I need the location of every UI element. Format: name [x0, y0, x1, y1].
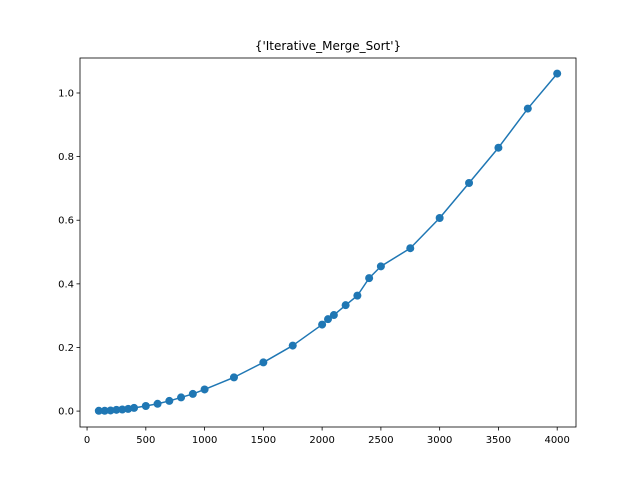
data-point — [153, 399, 162, 408]
axes-frame — [79, 57, 577, 428]
y-tick-label: 0.8 — [58, 152, 74, 163]
data-point — [365, 274, 374, 283]
x-tick-label: 4000 — [544, 435, 569, 446]
data-point — [376, 262, 385, 271]
data-point — [353, 291, 362, 300]
data-point — [141, 402, 150, 411]
data-point — [259, 358, 268, 367]
chart-title: {'Iterative_Merge_Sort'} — [255, 39, 401, 53]
data-point — [118, 405, 127, 414]
y-tick-label: 0.4 — [58, 279, 74, 290]
y-tick-label: 0.2 — [58, 343, 74, 354]
x-tick-label: 1500 — [251, 435, 276, 446]
data-point — [318, 320, 327, 329]
data-point — [494, 143, 503, 152]
plot-area: 0 500 1000 1500 2000 2500 3000 3500 4000 0.0 0.2 0.… — [58, 69, 570, 446]
x-tick-label: 2000 — [309, 435, 334, 446]
x-tick-label: 1000 — [192, 435, 217, 446]
data-point — [229, 373, 238, 382]
x-tick-label: 500 — [136, 435, 155, 446]
data-point — [200, 385, 209, 394]
x-tick-label: 2500 — [368, 435, 393, 446]
data-point — [177, 393, 186, 402]
data-point — [100, 406, 109, 415]
data-point — [465, 179, 474, 188]
data-point — [406, 244, 415, 253]
data-point — [341, 301, 350, 310]
data-point — [112, 405, 121, 414]
data-point — [106, 406, 115, 415]
data-point — [324, 315, 332, 324]
y-tick-label: 0.0 — [58, 407, 74, 418]
data-point — [329, 311, 338, 320]
data-point — [130, 403, 139, 412]
y-tick-label: 1.0 — [58, 88, 74, 99]
data-point — [553, 69, 562, 78]
x-tick-label: 3000 — [427, 435, 452, 446]
data-point — [94, 406, 103, 415]
data-point — [188, 389, 197, 398]
data-point — [435, 214, 444, 223]
data-point — [124, 404, 133, 413]
data-point — [288, 341, 297, 350]
x-tick-label: 0 — [84, 435, 90, 446]
x-tick-label: 3500 — [486, 435, 511, 446]
data-point — [165, 396, 174, 405]
y-tick-label: 0.6 — [58, 216, 74, 227]
data-point — [523, 104, 532, 113]
